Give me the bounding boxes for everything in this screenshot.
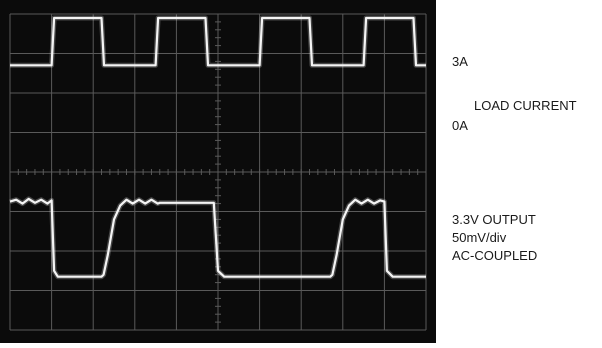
output-scale-label: 50mV/div <box>452 230 507 245</box>
output-coupling-label: AC-COUPLED <box>452 248 538 263</box>
scope-plot <box>0 0 436 343</box>
current-high-label: 3A <box>452 54 468 69</box>
current-low-label: 0A <box>452 118 468 133</box>
output-voltage-trace <box>9 197 426 278</box>
oscilloscope-screen <box>0 0 436 343</box>
output-name-label: 3.3V OUTPUT <box>452 212 536 227</box>
load-current-trace <box>10 16 426 67</box>
load-current-label: LOAD CURRENT <box>474 98 577 113</box>
traces <box>9 15 426 280</box>
